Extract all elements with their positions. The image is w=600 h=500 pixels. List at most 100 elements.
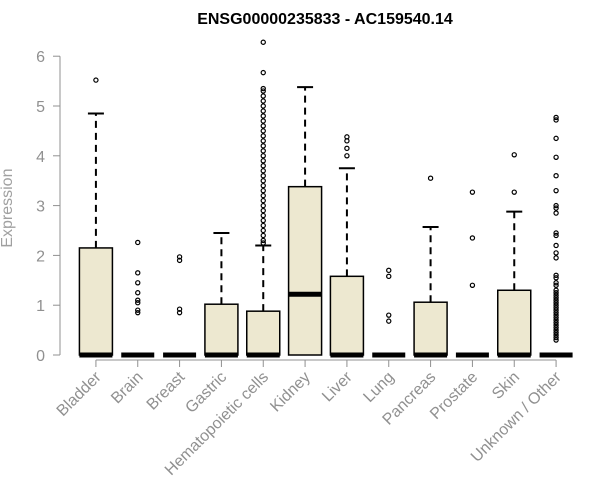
outlier-point [135, 307, 141, 313]
outlier-point [135, 280, 141, 286]
outlier-point [386, 267, 392, 274]
outlier-point [553, 230, 559, 236]
outlier-point [469, 189, 476, 195]
outlier-point [176, 257, 183, 264]
outlier-point [260, 173, 266, 179]
outlier-point [135, 239, 141, 246]
box [78, 247, 114, 356]
box-group [78, 77, 114, 358]
box-group [246, 39, 281, 358]
outlier-point [553, 327, 559, 333]
box [287, 185, 323, 356]
outlier-point [260, 128, 266, 134]
outlier-point [135, 309, 141, 316]
outlier-point [260, 168, 266, 174]
outlier-point [260, 138, 266, 144]
outlier-point [553, 210, 559, 216]
outlier-point [553, 173, 559, 179]
outlier-point [553, 287, 559, 293]
outlier-point [176, 254, 183, 260]
outlier-point [553, 329, 559, 336]
outlier-point [553, 322, 559, 328]
outlier-point [386, 312, 392, 318]
outlier-point [135, 270, 141, 276]
outlier-point [553, 300, 559, 306]
outlier-point [260, 118, 266, 124]
outlier-point [553, 337, 559, 343]
outlier-point [260, 240, 266, 246]
outlier-point [553, 114, 559, 121]
outlier-point [553, 255, 559, 261]
outlier-point [344, 145, 350, 152]
outlier-point [260, 182, 266, 189]
y-tick-label: 4 [36, 149, 45, 166]
box [497, 289, 532, 356]
outlier-point [553, 202, 559, 209]
outlier-point [553, 117, 559, 123]
outlier-point [260, 93, 266, 99]
outlier-point [553, 282, 559, 288]
box-group [497, 152, 532, 358]
box-group [372, 267, 406, 358]
x-tick-label: Breast [144, 368, 189, 413]
outlier-point [386, 273, 392, 280]
y-tick-label: 0 [36, 348, 45, 365]
outlier-point [344, 153, 350, 159]
outlier-point [469, 282, 476, 288]
outlier-point [553, 332, 559, 338]
chart-title: ENSG00000235833 - AC159540.14 [197, 11, 453, 28]
outlier-point [553, 232, 559, 239]
outlier-point [553, 187, 559, 194]
box-group [204, 231, 239, 358]
outlier-point [260, 227, 266, 234]
y-axis: 0 1 2 3 4 5 6 [36, 49, 61, 365]
outlier-point [427, 175, 434, 181]
outlier-point [553, 319, 559, 326]
outlier-point [386, 318, 392, 324]
outlier-point [260, 192, 266, 199]
outlier-point [553, 317, 559, 323]
outlier-point [553, 297, 559, 303]
outlier-point [260, 108, 266, 114]
outlier-point [260, 158, 266, 164]
y-tick-label: 5 [36, 99, 45, 116]
outlier-point [553, 324, 559, 331]
outlier-point [260, 202, 266, 209]
plot-area [78, 39, 573, 358]
outlier-point [553, 135, 559, 142]
outlier-point [260, 39, 266, 45]
outlier-point [135, 290, 141, 296]
outlier-point [344, 138, 350, 144]
outlier-point [553, 309, 559, 316]
outlier-point [553, 307, 559, 313]
y-tick-label: 1 [36, 298, 45, 315]
outlier-point [553, 290, 559, 296]
x-tick-label: Lung [360, 369, 397, 406]
outlier-point [176, 309, 183, 316]
outlier-point [553, 205, 559, 211]
outlier-point [553, 250, 559, 256]
outlier-point [260, 177, 266, 184]
outlier-point [93, 77, 99, 83]
outlier-point [553, 312, 559, 318]
outlier-point [553, 314, 559, 321]
box-group [287, 86, 323, 356]
outlier-point [260, 153, 266, 159]
box-group [163, 254, 197, 358]
box [246, 310, 281, 356]
box [204, 303, 239, 356]
outlier-point [176, 306, 183, 312]
outlier-point [553, 242, 559, 249]
outlier-point [260, 133, 266, 139]
box-group [539, 114, 573, 358]
outlier-point [553, 154, 559, 160]
box-group [413, 175, 448, 358]
outlier-point [135, 300, 141, 306]
outlier-point [135, 297, 141, 303]
outlier-point [553, 292, 559, 298]
outlier-point [260, 207, 266, 214]
outlier-point [260, 187, 266, 194]
